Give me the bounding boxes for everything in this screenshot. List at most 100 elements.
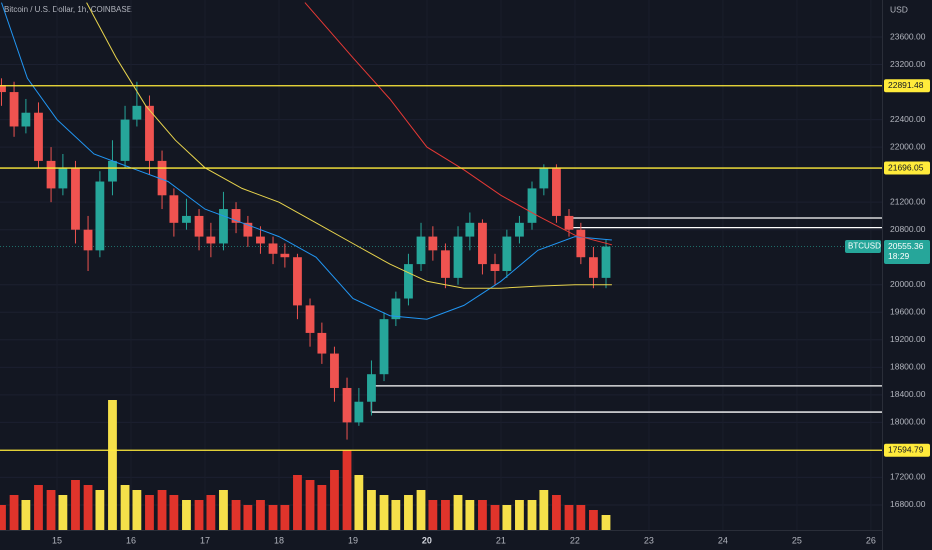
candle-body [83, 229, 93, 251]
candle-body [391, 298, 401, 320]
volume-bar [601, 515, 611, 530]
y-tick-label: 22400.00 [890, 114, 926, 124]
volume-bar [71, 480, 80, 530]
candle-body [367, 374, 376, 402]
volume-bar [256, 500, 265, 530]
x-tick-label: 20 [422, 535, 432, 545]
candle-body [231, 209, 241, 223]
candle-body [268, 243, 278, 254]
volume-bar [465, 500, 475, 530]
candle-body [182, 215, 191, 223]
volume-bar [379, 495, 389, 530]
moving-average [1, 2, 612, 320]
volume-bar [280, 505, 290, 530]
volume-bar [132, 490, 142, 530]
volume-bar [169, 495, 179, 530]
volume-bar [367, 490, 376, 530]
volume-bar [404, 495, 413, 530]
candle-body [589, 257, 598, 278]
candle-body [428, 236, 438, 251]
volume-bar [120, 485, 130, 530]
candle-body [34, 112, 43, 161]
candle-body [71, 167, 80, 230]
volume-bar [58, 495, 68, 530]
volume-bar [330, 470, 339, 530]
candle-body [157, 160, 167, 196]
y-tick-label: 18400.00 [890, 389, 926, 399]
y-tick-label: 18000.00 [890, 417, 926, 427]
volume-bar [342, 450, 352, 530]
volume-bar [441, 500, 450, 530]
volume-bar [539, 490, 549, 530]
candle-body [576, 229, 586, 258]
x-tick-label: 24 [718, 535, 728, 545]
candle-body [490, 264, 500, 271]
volume-bar [108, 400, 117, 530]
candle-body [132, 105, 142, 120]
candle-body [404, 264, 413, 299]
symbol-label-bg [845, 240, 881, 254]
candle-body [120, 119, 130, 161]
candle-body [305, 305, 315, 333]
volume-bar [515, 500, 524, 530]
candle-body [58, 167, 68, 189]
volume-bar [564, 505, 574, 530]
y-tick-label: 19600.00 [890, 307, 926, 317]
volume-bar [9, 495, 19, 530]
volume-bar [157, 490, 167, 530]
candle-body [293, 257, 302, 306]
x-tick-label: 25 [792, 535, 802, 545]
volume-bar [219, 490, 228, 530]
volume-bar [194, 500, 204, 530]
candle-body [564, 215, 574, 230]
candle-body [601, 246, 611, 278]
candle-body [453, 236, 463, 278]
currency: USD [890, 4, 908, 14]
level-label: 22891.48 [888, 80, 924, 90]
volume-bar [391, 500, 401, 530]
candle-body [354, 401, 364, 423]
candle-body [465, 222, 475, 237]
candle-body [527, 188, 537, 223]
x-tick-label: 19 [348, 535, 358, 545]
candle-body [21, 112, 31, 127]
symbol-label: BTCUSD [848, 242, 881, 251]
candle-body [169, 195, 179, 223]
y-tick-label: 18800.00 [890, 362, 926, 372]
volume-bar [243, 505, 253, 530]
y-tick-label: 22000.00 [890, 141, 926, 151]
volume-bar [354, 475, 364, 530]
x-tick-label: 23 [644, 535, 654, 545]
y-tick-label: 21200.00 [890, 196, 926, 206]
volume-bar [416, 490, 426, 530]
volume-bar [453, 495, 463, 530]
candle-body [219, 209, 228, 244]
y-tick-label: 19200.00 [890, 334, 926, 344]
x-tick-label: 17 [200, 535, 210, 545]
price-label: 20555.36 [888, 241, 924, 251]
x-tick-label: 16 [126, 535, 136, 545]
y-tick-label: 16800.00 [890, 499, 926, 509]
volume-bar [552, 495, 561, 530]
y-tick-label: 23200.00 [890, 59, 926, 69]
countdown: 18:29 [888, 251, 910, 261]
y-tick-label: 23600.00 [890, 31, 926, 41]
candle-body [0, 85, 6, 93]
candle-body [95, 181, 105, 251]
y-tick-label: 17200.00 [890, 472, 926, 482]
chart-title: Bitcoin / U.S. Dollar, 1h, COINBASE [4, 5, 132, 14]
volume-bar [34, 485, 43, 530]
candle-body [416, 236, 426, 265]
candle-body [194, 215, 204, 237]
candle-body [256, 236, 265, 244]
x-tick-label: 26 [866, 535, 876, 545]
volume-bar [0, 505, 6, 530]
candle-body [552, 167, 561, 216]
candle-body [108, 160, 117, 182]
y-tick-label: 20800.00 [890, 224, 926, 234]
x-tick-label: 21 [496, 535, 506, 545]
candle-body [330, 353, 339, 388]
candle-body [280, 253, 290, 258]
